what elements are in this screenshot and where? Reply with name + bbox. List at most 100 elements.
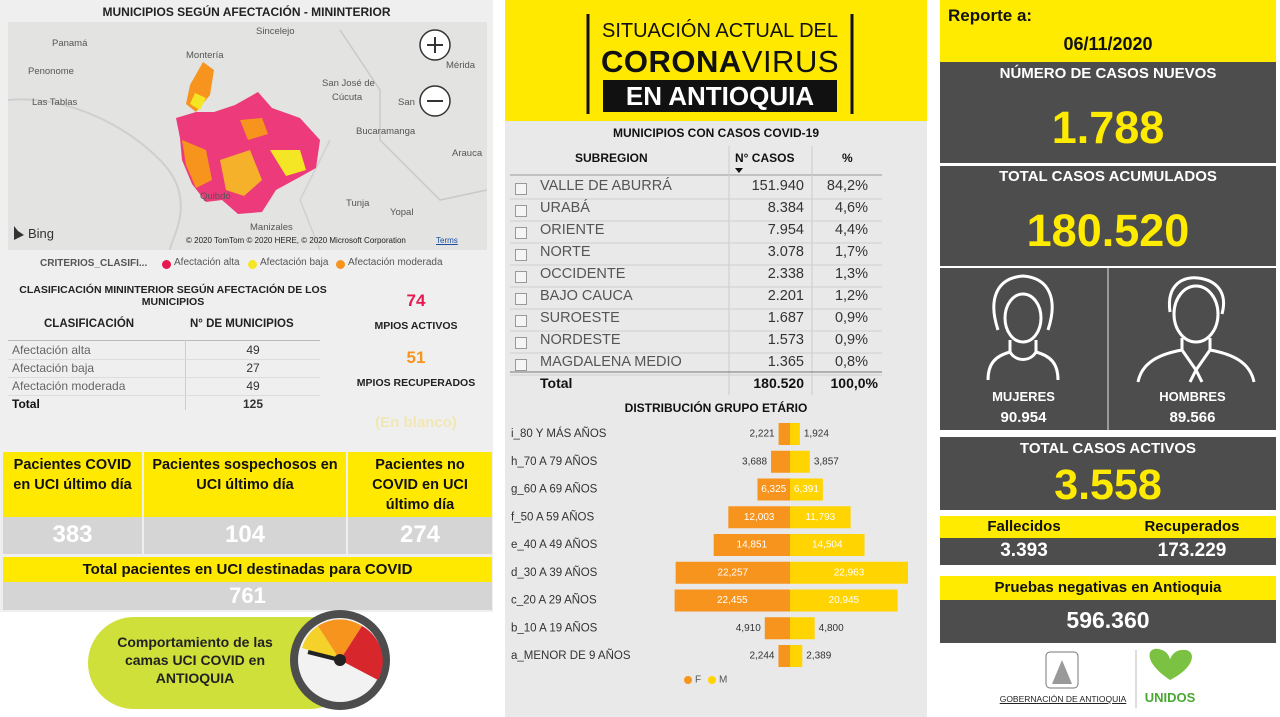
map-region bbox=[190, 93, 206, 110]
legend-label: Afectación alta bbox=[174, 257, 240, 268]
value-label: 4,800 bbox=[819, 623, 844, 634]
value-label: 3,688 bbox=[742, 456, 767, 467]
class-count: 125 bbox=[242, 397, 264, 411]
map-label: Penonome bbox=[28, 66, 74, 77]
bar bbox=[764, 617, 790, 640]
subregion-cases: 1.573 bbox=[767, 332, 804, 348]
legend-dot bbox=[248, 260, 257, 269]
uci-value-band bbox=[3, 517, 492, 554]
subregion-name: NORDESTE bbox=[540, 332, 621, 348]
gov-logo-text: GOBERNACIÓN DE ANTIOQUIA bbox=[999, 694, 1127, 704]
col-line bbox=[185, 340, 186, 410]
subregion-pct: 4,4% bbox=[834, 222, 868, 238]
outcome-band bbox=[940, 516, 1276, 538]
legend-dot bbox=[684, 676, 692, 684]
blank-label: (En blanco) bbox=[375, 414, 457, 431]
cases-total-pct: 100,0% bbox=[830, 375, 878, 391]
subregion-pct: 0,9% bbox=[834, 332, 868, 348]
expand-button[interactable] bbox=[515, 227, 527, 239]
cases-header: N° CASOS bbox=[735, 151, 795, 165]
value-label: 22,963 bbox=[834, 567, 865, 578]
category-label: g_60 A 69 AÑOS bbox=[511, 483, 598, 496]
cases-header: SUBREGION bbox=[575, 151, 648, 165]
category-label: d_30 A 39 AÑOS bbox=[511, 566, 598, 579]
subregion-cases: 151.940 bbox=[751, 178, 804, 194]
gauge-segment bbox=[318, 619, 362, 660]
map-title: MUNICIPIOS SEGÚN AFECTACIÓN - MININTERIO… bbox=[102, 5, 391, 19]
expand-button[interactable] bbox=[515, 271, 527, 283]
map-region bbox=[182, 140, 212, 188]
bar bbox=[790, 450, 810, 473]
divider bbox=[1107, 268, 1109, 430]
divider bbox=[346, 452, 348, 554]
subregion-cases: 1.365 bbox=[767, 354, 804, 370]
row-line bbox=[8, 377, 320, 378]
expand-button[interactable] bbox=[515, 315, 527, 327]
cases-table-lines bbox=[510, 146, 882, 395]
map-label: Arauca bbox=[452, 148, 483, 159]
category-label: h_70 A 79 AÑOS bbox=[511, 455, 598, 468]
legend-label: Afectación moderada bbox=[348, 257, 443, 268]
map-terms-link[interactable]: Terms bbox=[436, 236, 458, 245]
uci-total-value-band bbox=[3, 582, 492, 610]
class-header: CLASIFICACIÓN bbox=[44, 318, 135, 330]
value-label: 2,389 bbox=[806, 651, 831, 662]
value-label: 22,455 bbox=[717, 595, 748, 606]
gauge-segment bbox=[302, 626, 340, 660]
gauge-hub bbox=[334, 654, 346, 666]
subregion-cases: 8.384 bbox=[767, 200, 804, 216]
bar bbox=[771, 450, 790, 473]
map-graphics bbox=[7, 29, 488, 251]
header-line3: EN ANTIOQUIA bbox=[625, 81, 815, 111]
legend-dot bbox=[708, 676, 716, 684]
uci-button[interactable] bbox=[88, 617, 356, 709]
report-date: 06/11/2020 bbox=[1063, 34, 1153, 54]
uci-header: Pacientes COVID en UCI último día bbox=[13, 457, 132, 493]
uci-total-band bbox=[3, 557, 492, 582]
outcome-values bbox=[940, 538, 1276, 565]
age-chart-title: DISTRIBUCIÓN GRUPO ETÁRIO bbox=[624, 401, 808, 415]
uci-button-label[interactable]: Comportamiento de las camas UCI COVID en… bbox=[117, 634, 273, 686]
uci-value: 383 bbox=[52, 521, 93, 548]
subregion-cases: 2.338 bbox=[767, 266, 804, 282]
class-count: 49 bbox=[246, 379, 260, 393]
bar bbox=[728, 506, 790, 529]
cases-header: % bbox=[842, 151, 853, 165]
expand-button[interactable] bbox=[515, 293, 527, 305]
expand-button[interactable] bbox=[515, 249, 527, 261]
gauge-segment bbox=[340, 626, 383, 680]
subregion-name: SUROESTE bbox=[540, 310, 620, 326]
category-label: c_20 A 29 AÑOS bbox=[511, 594, 597, 607]
bar bbox=[778, 423, 790, 445]
subregion-name: OCCIDENTE bbox=[540, 266, 626, 282]
recovered-count: 51 bbox=[406, 348, 426, 367]
bar bbox=[713, 534, 790, 556]
map-label: Manizales bbox=[250, 222, 293, 233]
unidos-logo-text: UNIDOS bbox=[1144, 690, 1196, 705]
legend-label: M bbox=[719, 675, 727, 686]
category-label: b_10 A 19 AÑOS bbox=[511, 621, 598, 634]
bar bbox=[674, 589, 790, 612]
sort-indicator bbox=[735, 168, 743, 173]
active-cases-value: 3.558 bbox=[1054, 461, 1162, 509]
header-virus: VIRUS bbox=[741, 44, 840, 79]
uci-value: 104 bbox=[224, 521, 266, 548]
expand-button[interactable] bbox=[515, 205, 527, 217]
map-label: Yopal bbox=[390, 207, 414, 218]
report-band bbox=[940, 0, 1276, 62]
bar bbox=[790, 645, 803, 667]
bar bbox=[790, 561, 908, 584]
legend-dot bbox=[162, 260, 171, 269]
report-label: Reporte a: bbox=[948, 6, 1033, 25]
expand-button[interactable] bbox=[515, 337, 527, 349]
uci-total-label: Total pacientes en UCI destinadas para C… bbox=[82, 561, 413, 578]
expand-button[interactable] bbox=[515, 183, 527, 195]
uci-value: 274 bbox=[399, 521, 441, 548]
map-label: Sincelejo bbox=[256, 26, 295, 37]
subregion-name: NORTE bbox=[540, 244, 591, 260]
expand-button[interactable] bbox=[515, 359, 527, 371]
map-label: Mérida bbox=[446, 60, 476, 71]
bar bbox=[790, 506, 851, 529]
